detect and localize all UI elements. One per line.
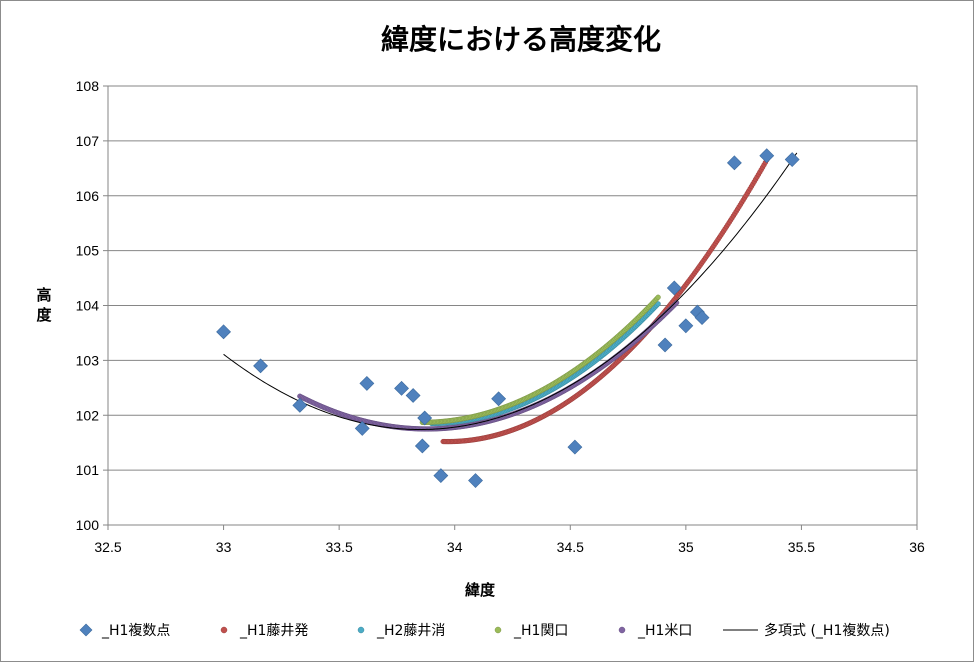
legend-label: 多項式 (_H1複数点) (764, 622, 890, 639)
legend-label: _H1関口 (513, 623, 568, 639)
legend-item: _H1関口 (494, 623, 568, 639)
data-point-diamond (292, 397, 308, 413)
x-tick-label: 34.5 (557, 539, 584, 555)
data-point-diamond (216, 324, 231, 340)
y-tick-label: 104 (76, 298, 100, 314)
x-tick-label: 35.5 (788, 539, 815, 555)
y-tick-label: 100 (76, 517, 100, 533)
legend-item: _H1複数点 (79, 622, 170, 639)
legend-marker-dot (357, 626, 365, 634)
data-point-diamond (354, 420, 370, 436)
series-_H2藤井消 (428, 301, 661, 427)
legend-label: _H1藤井発 (239, 623, 308, 639)
x-tick-label: 33.5 (326, 539, 353, 555)
y-axis-title: 高度 (36, 286, 52, 324)
series-_H1複数点 (216, 148, 800, 488)
y-axis-title-char: 高 (36, 286, 51, 304)
y-axis-title-char: 度 (36, 306, 52, 324)
data-series (216, 148, 800, 488)
y-tick-label: 106 (76, 188, 100, 204)
x-tick-label: 34 (447, 539, 463, 555)
series-_H1米口 (297, 300, 680, 432)
data-point-diamond (433, 468, 449, 484)
data-point-diamond (784, 152, 800, 167)
trendline (223, 152, 798, 431)
data-point-diamond (468, 473, 483, 488)
data-point-diamond (253, 358, 268, 374)
data-point-diamond (694, 310, 710, 325)
data-point-diamond (666, 280, 682, 296)
y-tick-label: 101 (76, 462, 100, 478)
legend-item: _H2藤井消 (357, 623, 445, 639)
series-_H1藤井発 (440, 157, 770, 445)
data-point-diamond (359, 375, 375, 391)
data-point-diamond (491, 391, 507, 407)
legend-item: _H1米口 (618, 623, 692, 639)
gridlines (108, 140, 917, 471)
data-point-diamond (414, 438, 430, 454)
x-tick-label: 32.5 (94, 539, 121, 555)
legend-marker-dot (220, 626, 228, 634)
axis-ticks: 100 101 102 103 104 105 106 107 108 32.5 33 33.5 34 3… (76, 78, 925, 555)
x-tick-label: 36 (909, 539, 925, 555)
data-point (655, 294, 661, 300)
x-tick-label: 35 (678, 539, 694, 555)
data-point-diamond (567, 439, 583, 455)
data-point-diamond (726, 155, 742, 171)
legend-item: _H1藤井発 (220, 623, 308, 639)
legend-marker-diamond (79, 623, 93, 637)
y-tick-label: 105 (76, 243, 100, 259)
x-axis-title: 緯度 (465, 581, 496, 599)
legend-label: _H1複数点 (101, 622, 170, 639)
data-point-diamond (657, 337, 673, 353)
data-point (655, 301, 661, 307)
x-tick-label: 33 (216, 539, 232, 555)
y-tick-label: 102 (76, 407, 100, 423)
data-point-diamond (678, 318, 694, 334)
data-point-diamond (405, 388, 421, 403)
legend-marker-dot (494, 626, 502, 634)
legend-label: _H1米口 (637, 623, 692, 639)
y-tick-label: 107 (76, 133, 100, 149)
legend: _H1複数点 _H1藤井発 _H2藤井消 _H1関口 _H1米口 多項式 (_H1複数点) (79, 622, 890, 639)
data-point-diamond (417, 410, 433, 426)
y-tick-label: 103 (76, 352, 100, 368)
legend-item: 多項式 (_H1複数点) (723, 622, 890, 639)
chart-title: 緯度における高度変化 (381, 23, 661, 56)
y-tick-label: 108 (76, 78, 100, 94)
series-_H1関口 (419, 294, 661, 426)
data-point-diamond (394, 380, 409, 396)
data-point (673, 300, 680, 306)
data-point-diamond (759, 148, 775, 164)
legend-marker-dot (618, 626, 626, 634)
legend-label: _H2藤井消 (376, 623, 445, 639)
